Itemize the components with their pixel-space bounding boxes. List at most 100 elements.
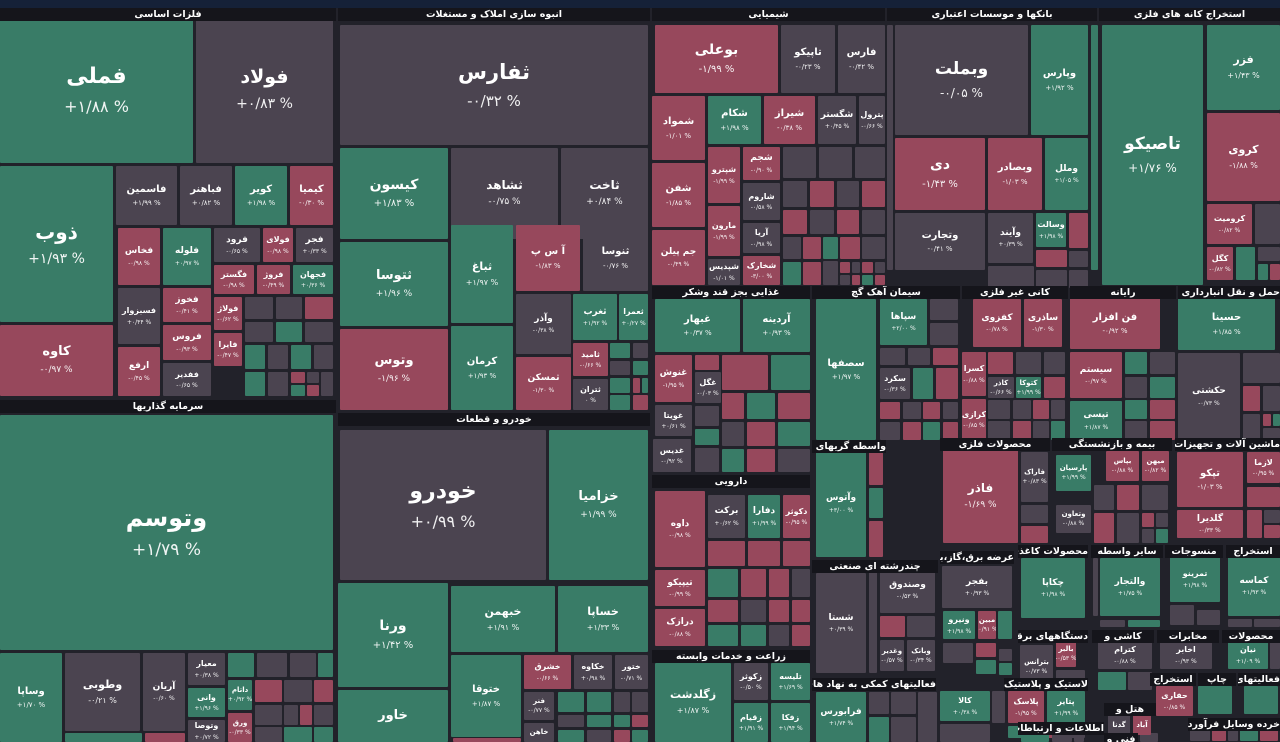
stock-tile-small[interactable]: [722, 355, 768, 390]
stock-tile-small[interactable]: [998, 611, 1012, 639]
stock-tile-small[interactable]: [1197, 610, 1220, 625]
stock-tile-small[interactable]: [1021, 505, 1048, 523]
stock-tile-شیراز[interactable]: شیراز -۰/۳۸ %: [764, 96, 815, 144]
stock-tile-small[interactable]: [741, 600, 766, 622]
stock-tile-شکام[interactable]: شکام +۱/۹۸ %: [708, 96, 761, 144]
stock-tile-تپکو[interactable]: تپکو -۱/۰۳ %: [1177, 452, 1243, 507]
stock-tile-خشرق[interactable]: خشرق -۰/۶۶ %: [524, 655, 571, 689]
stock-tile-small[interactable]: [747, 393, 775, 419]
stock-tile-فرود[interactable]: فرود -۰/۶۵ %: [214, 228, 260, 262]
stock-tile-small[interactable]: [695, 406, 719, 426]
stock-tile-زکوثر[interactable]: زکوثر -۰/۵۰ %: [734, 663, 768, 700]
stock-tile-وساپا[interactable]: وساپا +۱/۷۰ %: [0, 653, 62, 742]
stock-tile-small[interactable]: [610, 395, 630, 410]
stock-tile-small[interactable]: [852, 275, 860, 285]
stock-tile-کاوه[interactable]: کاوه -۰/۹۷ %: [0, 325, 113, 396]
stock-tile-کیمیا[interactable]: کیمیا -۰/۳۰ %: [290, 166, 333, 225]
stock-tile-small[interactable]: [1190, 729, 1210, 741]
stock-tile-تیپیکو[interactable]: تیپیکو -۰/۹۹ %: [655, 570, 705, 606]
stock-tile-small[interactable]: [769, 625, 789, 646]
stock-tile-small[interactable]: [792, 569, 810, 597]
stock-tile-small[interactable]: [903, 422, 921, 440]
stock-tile-شپترو[interactable]: شپترو -۱/۹۹ %: [708, 147, 740, 203]
stock-tile-ذوب[interactable]: ذوب +۱/۹۳ %: [0, 166, 113, 322]
stock-tile-کویر[interactable]: کویر +۱/۹۸ %: [235, 166, 287, 225]
stock-tile-وبانک[interactable]: وبانک -۰/۳۴ %: [907, 640, 935, 671]
stock-tile-زقیام[interactable]: زقیام +۱/۹۱ %: [734, 703, 768, 742]
stock-tile-small[interactable]: [1098, 672, 1126, 690]
stock-tile-small[interactable]: [869, 692, 889, 714]
stock-tile-کاذر[interactable]: کاذر -۰/۶۶ %: [988, 377, 1014, 398]
stock-tile-فلوله[interactable]: فلوله +۰/۹۷ %: [163, 228, 211, 285]
stock-tile-پترول[interactable]: پترول -۰/۶۶ %: [859, 96, 885, 144]
stock-tile-small[interactable]: [1033, 400, 1049, 419]
stock-tile-small[interactable]: [284, 727, 312, 742]
stock-tile-small[interactable]: [778, 393, 810, 419]
stock-tile-فولای[interactable]: فولای -۰/۹۸ %: [263, 228, 293, 262]
stock-tile-گدنا[interactable]: گدنا: [1108, 715, 1130, 735]
stock-tile-small[interactable]: [823, 261, 838, 285]
stock-tile-small[interactable]: [276, 322, 302, 342]
stock-tile-small[interactable]: [314, 727, 333, 742]
stock-tile-خکاوه[interactable]: خکاوه +۰/۹۸ %: [574, 655, 612, 689]
stock-tile-small[interactable]: [633, 395, 648, 410]
stock-tile-small[interactable]: [988, 421, 1010, 440]
stock-tile-small[interactable]: [1254, 619, 1280, 627]
stock-tile-کرومیت[interactable]: کرومیت -۰/۸۲ %: [1207, 204, 1252, 244]
stock-tile-small[interactable]: [1150, 352, 1175, 374]
stock-tile-فولاد[interactable]: فولاد +۰/۸۳ %: [196, 17, 333, 163]
stock-tile-small[interactable]: [988, 266, 1034, 288]
stock-tile-سکرد[interactable]: سکرد -۰/۳۶ %: [880, 368, 910, 399]
stock-tile-کرمان[interactable]: کرمان +۱/۹۳ %: [451, 326, 513, 410]
stock-tile-small[interactable]: [930, 323, 958, 345]
stock-tile-small[interactable]: [778, 449, 810, 472]
stock-tile-small[interactable]: [1074, 733, 1084, 742]
stock-tile-small[interactable]: [988, 352, 1013, 374]
stock-tile-فخوز[interactable]: فخوز -۰/۴۱ %: [163, 288, 211, 322]
stock-tile-بوعلی[interactable]: بوعلی -۱/۹۹ %: [655, 25, 778, 93]
stock-tile-small[interactable]: [810, 210, 834, 234]
stock-tile-small[interactable]: [1100, 620, 1125, 627]
stock-tile-ثتران[interactable]: ثتران ۰ %: [573, 379, 608, 410]
stock-tile-فجهان[interactable]: فجهان +۰/۳۶ %: [293, 265, 333, 294]
stock-tile-small[interactable]: [1263, 414, 1271, 426]
stock-tile-small[interactable]: [976, 643, 996, 657]
stock-tile-small[interactable]: [933, 348, 958, 365]
stock-tile-small[interactable]: [741, 569, 766, 597]
stock-tile-small[interactable]: [558, 730, 584, 742]
stock-tile-پلاسک[interactable]: پلاسک -۱/۹۵ %: [1008, 691, 1044, 723]
stock-tile-small[interactable]: [1244, 686, 1278, 714]
stock-tile-small[interactable]: [747, 449, 775, 472]
stock-tile-small[interactable]: [1243, 414, 1260, 440]
stock-tile-غویتا[interactable]: غویتا +۰/۶۱ %: [655, 405, 692, 436]
stock-tile-فباهنر[interactable]: فباهنر +۰/۸۲ %: [180, 166, 232, 225]
stock-tile-کترام[interactable]: کترام -۰/۸۸ %: [1098, 641, 1152, 669]
stock-tile-small[interactable]: [1150, 400, 1175, 419]
stock-tile-small[interactable]: [1258, 247, 1280, 261]
stock-tile-small[interactable]: [875, 262, 885, 273]
stock-tile-small[interactable]: [1117, 485, 1139, 510]
stock-tile-فارس[interactable]: فارس -۰/۴۲ %: [838, 25, 885, 93]
stock-tile-small[interactable]: [880, 616, 905, 637]
stock-tile-small[interactable]: [783, 541, 810, 566]
stock-tile-فزر[interactable]: فزر +۱/۴۳ %: [1207, 25, 1280, 110]
stock-tile-چکاپا[interactable]: چکاپا +۱/۹۸ %: [1021, 558, 1085, 618]
stock-tile-small[interactable]: [722, 449, 744, 472]
stock-tile-small[interactable]: [318, 653, 333, 677]
stock-tile-small[interactable]: [1016, 352, 1041, 374]
stock-tile-small[interactable]: [1243, 386, 1260, 411]
stock-tile-small[interactable]: [722, 393, 744, 419]
stock-tile-آ س پ[interactable]: آ س پ -۱/۸۳ %: [516, 225, 580, 291]
stock-tile-ثعمرا[interactable]: ثعمرا +۰/۲۷ %: [619, 294, 648, 340]
stock-tile-small[interactable]: [869, 521, 883, 557]
stock-tile-small[interactable]: [284, 705, 298, 725]
stock-tile-ارفع[interactable]: ارفع -۰/۴۵ %: [118, 347, 160, 396]
stock-tile-وملل[interactable]: وملل +۱/۰۵ %: [1045, 138, 1088, 210]
stock-tile-ثمسکن[interactable]: ثمسکن -۱/۳۰ %: [516, 357, 571, 410]
stock-tile-ونیرو[interactable]: ونیرو +۱/۹۸ %: [943, 611, 975, 639]
stock-tile-small[interactable]: [880, 348, 905, 365]
stock-tile-شمواد[interactable]: شمواد -۱/۰۱ %: [652, 96, 705, 160]
stock-tile-small[interactable]: [810, 181, 834, 207]
stock-tile-small[interactable]: [1069, 270, 1088, 288]
stock-tile-small[interactable]: [1128, 620, 1160, 627]
